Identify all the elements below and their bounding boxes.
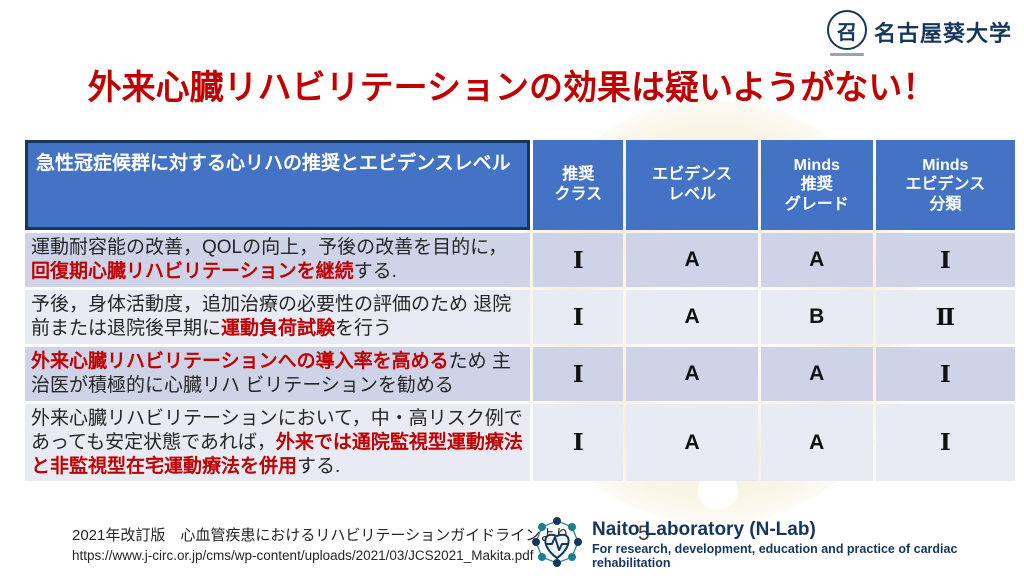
lab-text: Naito Laboratory (N-Lab) For research, d… [592, 519, 1024, 571]
value-cell: A [626, 233, 758, 287]
recommendation-text: 予後，身体活動度，追加治療の必要性の評価のため 退院前または退院後早期に運動負荷… [25, 290, 531, 344]
table-header-topic: 急性冠症候群に対する心リハの推奨とエビデンスレベル [25, 140, 531, 230]
value-cell: Ⅰ [533, 404, 624, 482]
university-name: 名古屋葵大学 [873, 21, 1012, 46]
value-cell: Ⅰ [533, 347, 624, 401]
value-cell: Ⅰ [875, 233, 1015, 287]
value-cell: A [626, 404, 758, 482]
lab-name: Naito Laboratory (N-Lab) [592, 518, 816, 540]
lab-logo: Naito Laboratory (N-Lab) For research, d… [531, 516, 1024, 573]
value-cell: Ⅰ [533, 233, 624, 287]
slide-number: 5 [638, 522, 650, 545]
value-cell: A [760, 404, 873, 482]
recommendation-text: 外来心臓リハビリテーションへの導入率を高めるため 主治医が積極的に心臓リハ ビリ… [25, 347, 531, 401]
table-header-col-2: Minds 推奨 グレード [760, 140, 873, 230]
value-cell: A [626, 290, 758, 344]
value-cell: B [760, 290, 873, 344]
value-cell: Ⅱ [875, 290, 1015, 344]
university-crest-icon: 召 [826, 10, 867, 50]
table-row: 外来心臓リハビリテーションへの導入率を高めるため 主治医が積極的に心臓リハ ビリ… [25, 347, 1015, 401]
value-cell: Ⅰ [533, 290, 624, 344]
table-header-col-3: Minds エビデンス 分類 [875, 140, 1015, 230]
recommendation-text: 運動耐容能の改善，QOLの向上，予後の改善を目的に，回復期心臓リハビリテーション… [25, 233, 531, 287]
table-container: 急性冠症候群に対する心リハの推奨とエビデンスレベル 推奨 クラス エビデンス レベル Mi… [22, 137, 1018, 484]
value-cell: Ⅰ [875, 347, 1015, 401]
value-cell: A [626, 347, 758, 401]
university-logo: 召 名古屋葵大学 [826, 10, 1012, 56]
table-row: 外来心臓リハビリテーションにおいて，中・高リスク例であっても安定状態であれば，外… [25, 404, 1015, 482]
table-header-col-0: 推奨 クラス [533, 140, 624, 230]
value-cell: Ⅰ [875, 404, 1015, 482]
citation: 2021年改訂版 心血管疾患におけるリハビリテーションガイドラインより http… [72, 524, 570, 563]
page-title: 外来心臓リハビリテーションの効果は疑いようがない！ [87, 69, 937, 107]
university-emblem-icon: 召 [826, 10, 867, 56]
value-cell: A [760, 233, 873, 287]
table-header-col-1: エビデンス レベル [626, 140, 758, 230]
lab-tagline: For research, development, education and… [592, 542, 958, 571]
table-body: 運動耐容能の改善，QOLの向上，予後の改善を目的に，回復期心臓リハビリテーション… [25, 233, 1015, 482]
citation-source: 2021年改訂版 心血管疾患におけるリハビリテーションガイドラインより [72, 527, 570, 544]
nlab-heart-ecg-icon [531, 516, 583, 573]
value-cell: A [760, 347, 873, 401]
table-row: 予後，身体活動度，追加治療の必要性の評価のため 退院前または退院後早期に運動負荷… [25, 290, 1015, 344]
table-row: 運動耐容能の改善，QOLの向上，予後の改善を目的に，回復期心臓リハビリテーション… [25, 233, 1015, 287]
table-head: 急性冠症候群に対する心リハの推奨とエビデンスレベル 推奨 クラス エビデンス レベル Mi… [25, 140, 1015, 230]
emblem-caption [829, 53, 864, 56]
citation-url: https://www.j-circ.or.jp/cms/wp-content/… [72, 548, 534, 563]
recommendation-text: 外来心臓リハビリテーションにおいて，中・高リスク例であっても安定状態であれば，外… [25, 404, 531, 482]
evidence-table: 急性冠症候群に対する心リハの推奨とエビデンスレベル 推奨 クラス エビデンス レベル Mi… [22, 137, 1018, 484]
